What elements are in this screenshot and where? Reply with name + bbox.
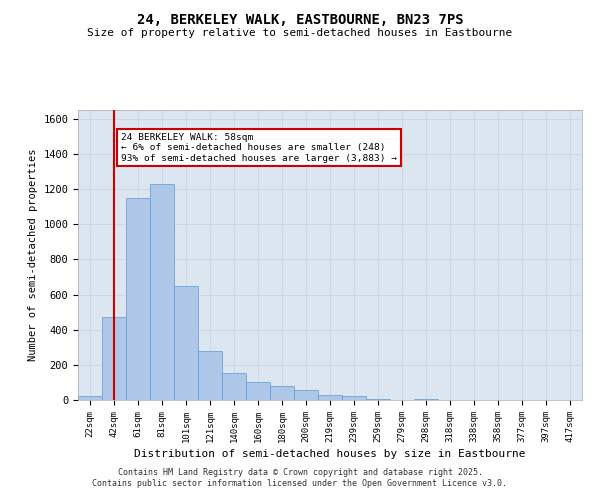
Text: Contains HM Land Registry data © Crown copyright and database right 2025.
Contai: Contains HM Land Registry data © Crown c… xyxy=(92,468,508,487)
Bar xyxy=(150,184,174,400)
Bar xyxy=(198,351,222,400)
Y-axis label: Number of semi-detached properties: Number of semi-detached properties xyxy=(28,149,38,361)
Bar xyxy=(414,399,438,400)
Text: 24 BERKELEY WALK: 58sqm
← 6% of semi-detached houses are smaller (248)
93% of se: 24 BERKELEY WALK: 58sqm ← 6% of semi-det… xyxy=(121,133,397,162)
X-axis label: Distribution of semi-detached houses by size in Eastbourne: Distribution of semi-detached houses by … xyxy=(134,449,526,459)
Text: 24, BERKELEY WALK, EASTBOURNE, BN23 7PS: 24, BERKELEY WALK, EASTBOURNE, BN23 7PS xyxy=(137,12,463,26)
Bar xyxy=(318,394,342,400)
Bar xyxy=(174,286,198,400)
Text: Size of property relative to semi-detached houses in Eastbourne: Size of property relative to semi-detach… xyxy=(88,28,512,38)
Bar xyxy=(78,396,102,400)
Bar xyxy=(246,382,270,400)
Bar xyxy=(102,318,126,400)
Bar xyxy=(222,373,246,400)
Bar xyxy=(270,386,294,400)
Bar xyxy=(366,399,390,400)
Bar xyxy=(294,390,318,400)
Bar xyxy=(126,198,150,400)
Bar xyxy=(342,396,366,400)
